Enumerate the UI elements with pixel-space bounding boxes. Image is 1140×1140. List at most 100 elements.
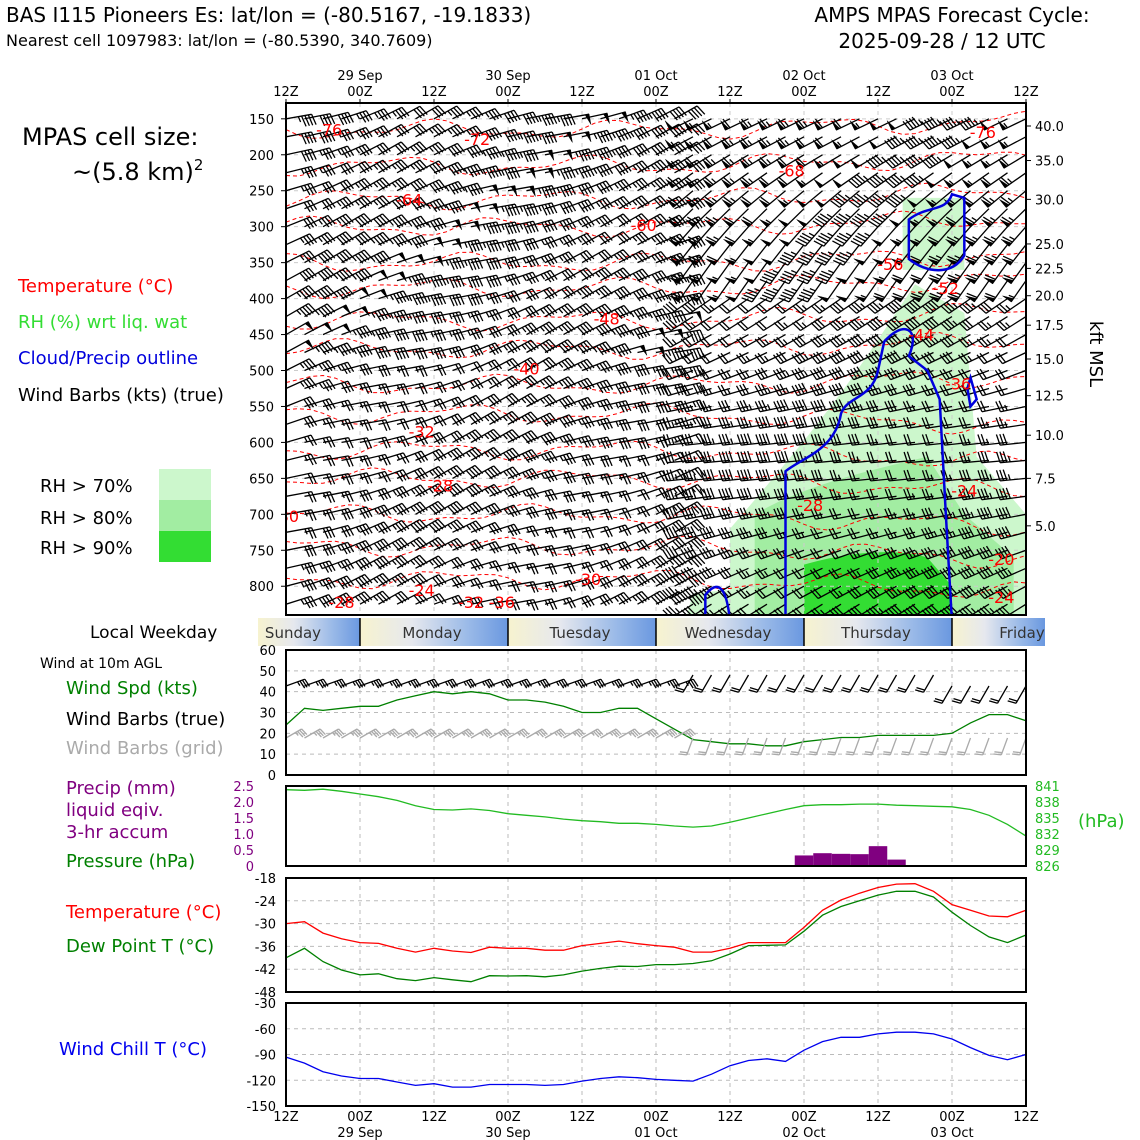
legend-rh80-swatch [159, 500, 211, 531]
wind-barb [526, 202, 558, 216]
wind-barb [681, 451, 712, 464]
wind-barb [913, 208, 934, 228]
pressure-tick-label: 400 [249, 293, 274, 308]
wind-barb [489, 323, 521, 337]
wind-barb [846, 350, 879, 365]
wind-barb [378, 572, 410, 587]
wind-barb [957, 545, 990, 560]
y-tick-label: -60 [255, 1023, 276, 1038]
wind-barb [581, 112, 608, 120]
wind-barb [783, 190, 805, 208]
wind-barb [433, 345, 465, 359]
wind-barb [829, 451, 860, 464]
wind-barb [618, 590, 650, 605]
wind-barb [489, 221, 521, 235]
wind-barb [378, 537, 410, 552]
wind-barb [809, 382, 842, 397]
temperature-contour [286, 569, 1026, 598]
wind-barb [661, 565, 694, 580]
wind-barb [754, 351, 786, 365]
wind-barb [378, 195, 410, 210]
wind-barb [452, 292, 484, 307]
y-tick-label: -120 [246, 1074, 276, 1089]
temperature-contour-label: -32 [458, 593, 484, 612]
wind-barb [680, 416, 712, 429]
wind-barb-flag [740, 199, 751, 208]
wind-barb [600, 472, 632, 485]
wind-barb [813, 226, 842, 247]
wind-barb [810, 451, 842, 464]
wind-barb [830, 190, 860, 208]
wind-barb [883, 546, 916, 560]
wind-barb [753, 737, 768, 756]
wind-barb [489, 203, 521, 217]
wind-barb [544, 433, 577, 446]
wind-barb [688, 262, 713, 285]
wind-barb [526, 507, 558, 521]
wind-barb [526, 321, 558, 336]
pressure-tick-label: 650 [249, 472, 274, 487]
wind-barb [415, 593, 447, 605]
wind-barb [939, 565, 971, 580]
wind-barb [773, 527, 805, 540]
wind-barb [341, 539, 373, 553]
wind-barb [994, 545, 1026, 560]
wind-barb [680, 351, 712, 365]
wind-barb [322, 575, 355, 590]
wind-barb [765, 208, 786, 228]
wind-barb [396, 519, 428, 534]
wind-barb [698, 546, 731, 560]
wind-barb-flag [1002, 295, 1014, 303]
wind-barb [976, 585, 1008, 600]
wind-barb [733, 280, 750, 303]
wind-barb [618, 471, 650, 484]
wind-barb [655, 554, 687, 569]
wind-barb-flag [888, 219, 900, 228]
wind-barb [304, 728, 326, 739]
wind-barb-flag [794, 159, 805, 169]
wind-barb [304, 197, 336, 211]
wind-barb [470, 521, 503, 535]
wind-barb [849, 208, 879, 228]
wind-barb [526, 356, 558, 372]
wind-barb [433, 500, 465, 516]
wind-barb [526, 303, 558, 318]
weekday-label: Local Weekday [90, 623, 217, 643]
wind-barb [433, 293, 465, 307]
time-tick-label: 00Z [939, 85, 965, 100]
wind-barb-flag [817, 295, 829, 303]
wind-barb [637, 572, 669, 587]
wind-barb [828, 399, 860, 413]
wind-barb-flag [998, 178, 1009, 189]
wind-barb-flag [738, 139, 749, 150]
wind-barb-flag [928, 277, 940, 285]
wind-barb [730, 674, 750, 693]
wind-barb [815, 262, 842, 285]
wind-barb [563, 113, 590, 120]
wind-barb [452, 728, 474, 739]
wind-barb [304, 436, 336, 448]
wind-barb [822, 674, 842, 693]
wind-barb [544, 303, 576, 318]
cross-section-panel: -76 -72 -76-68-64-60-56-52-48-44-40-36-32-… [249, 102, 1106, 616]
wind-barb [810, 334, 842, 348]
wind-barb [600, 455, 632, 467]
wind-barb [674, 197, 706, 210]
wind-barb [285, 678, 311, 689]
wind-barb [759, 262, 787, 285]
wind-barb [892, 280, 916, 303]
wind-barb [674, 123, 706, 138]
wind-barb-flag [831, 139, 841, 150]
wind-barb [932, 208, 953, 228]
wind-barb-flag [908, 239, 920, 247]
wind-barb [600, 591, 632, 605]
wind-barb [618, 573, 650, 587]
wind-barb [581, 473, 613, 485]
wind-barb [716, 737, 731, 756]
wind-barb [452, 678, 477, 689]
wind-barb-flag [960, 139, 971, 150]
wind-barb-flag [868, 120, 878, 131]
wind-barb [544, 268, 576, 282]
wind-barb [378, 554, 410, 569]
wind-barb [931, 190, 953, 208]
